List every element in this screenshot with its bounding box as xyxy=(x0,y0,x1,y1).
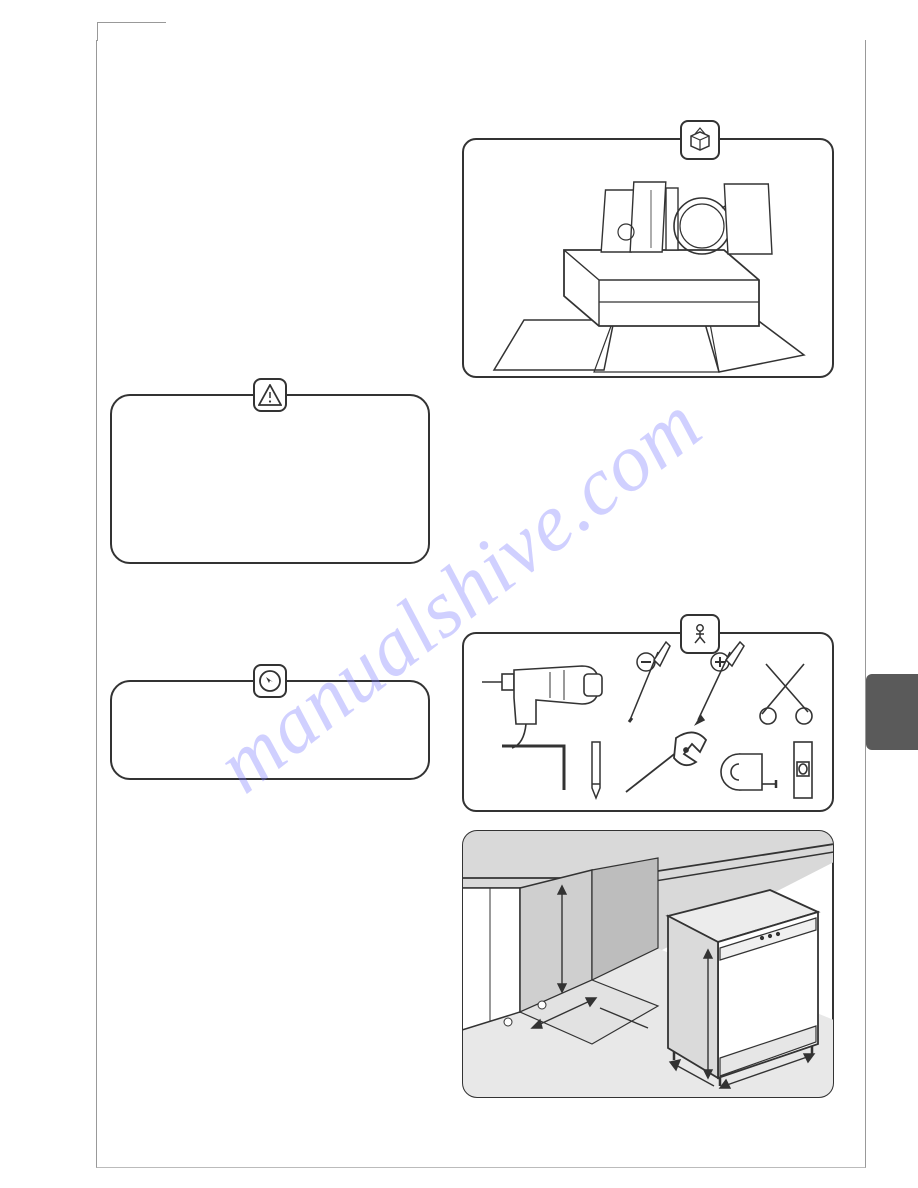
installation-niche-figure xyxy=(462,830,834,1098)
pointer-icon xyxy=(253,664,287,698)
tip-callout xyxy=(110,680,430,780)
warning-icon xyxy=(253,378,287,412)
installer-icon xyxy=(680,614,720,654)
tools-figure xyxy=(462,632,834,812)
tools-illustration xyxy=(464,634,832,810)
accessories-illustration xyxy=(464,140,832,376)
accessories-figure xyxy=(462,138,834,378)
box-icon xyxy=(680,120,720,160)
section-tab xyxy=(866,674,918,750)
warning-callout xyxy=(110,394,430,564)
